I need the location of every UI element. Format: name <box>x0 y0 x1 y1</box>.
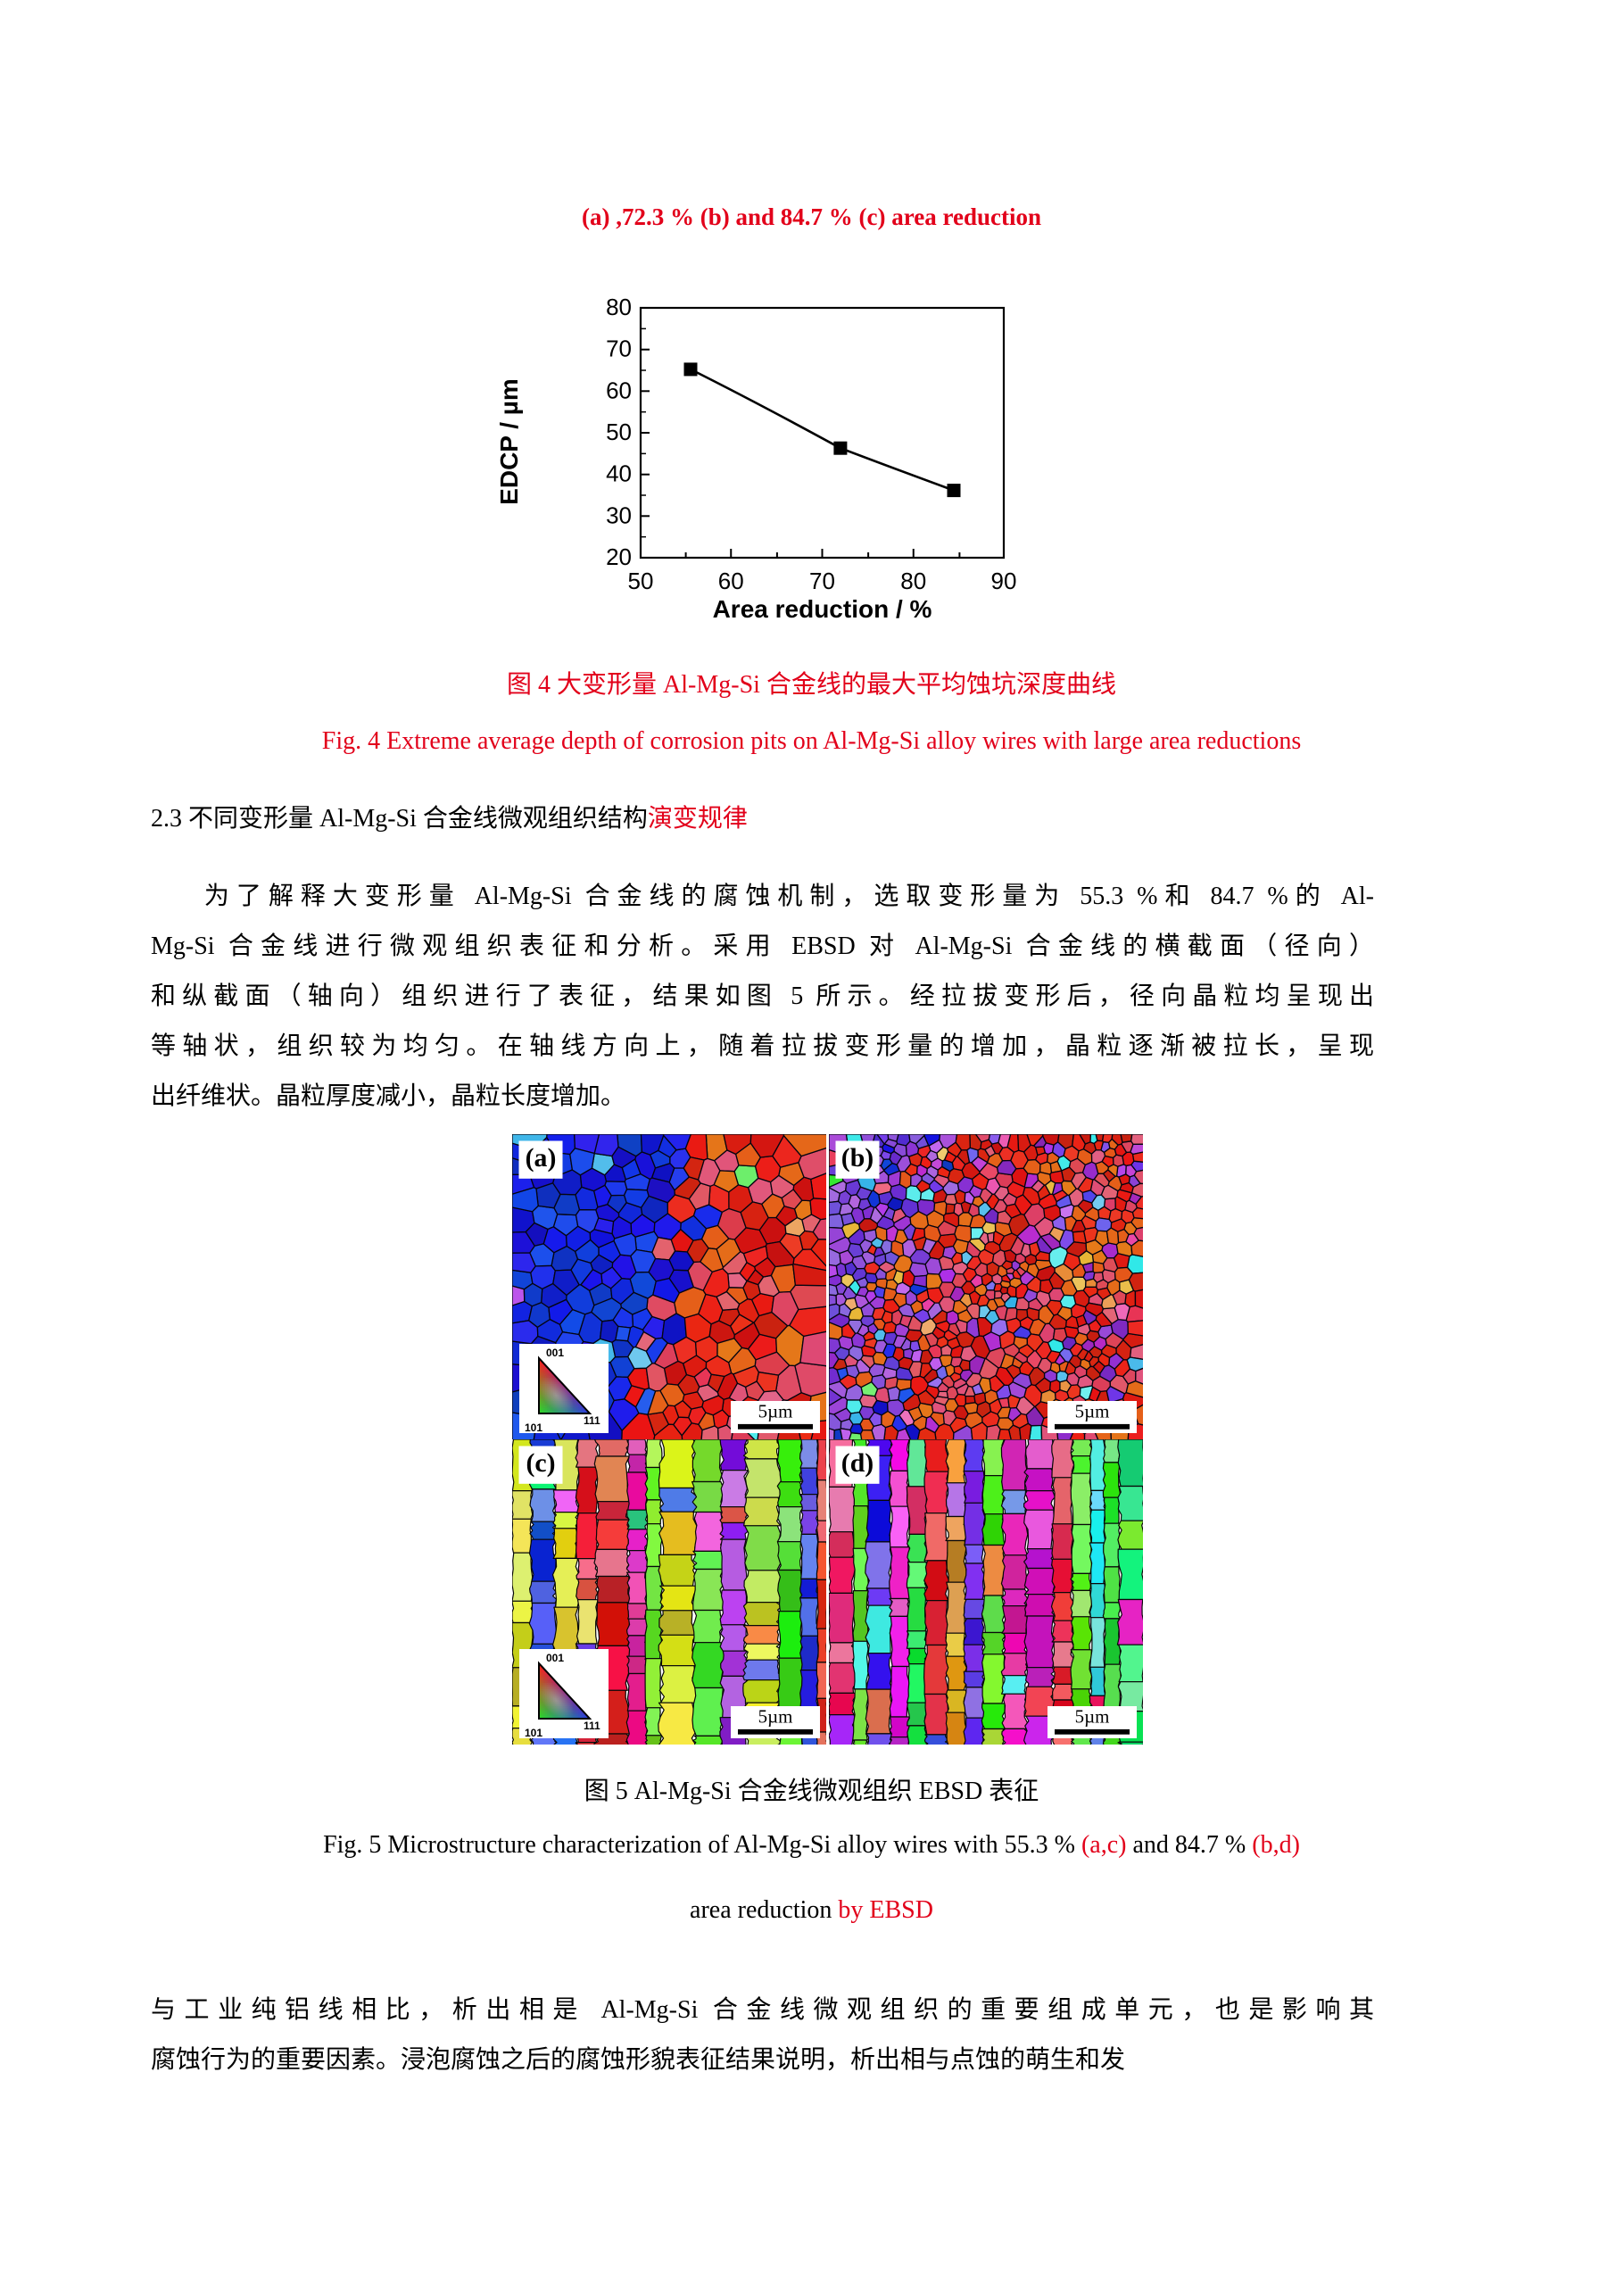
svg-text:5µm: 5µm <box>758 1706 793 1728</box>
svg-text:(d): (d) <box>841 1448 874 1478</box>
svg-text:Area reduction / %: Area reduction / % <box>713 595 932 623</box>
svg-text:111: 111 <box>584 1414 600 1427</box>
svg-text:111: 111 <box>584 1720 600 1732</box>
svg-text:001: 001 <box>546 1652 564 1664</box>
svg-text:101: 101 <box>525 1422 542 1434</box>
svg-text:001: 001 <box>546 1347 564 1359</box>
svg-text:(a): (a) <box>526 1143 557 1173</box>
svg-text:(b): (b) <box>841 1143 874 1173</box>
svg-text:40: 40 <box>606 460 632 487</box>
svg-text:EDCP / µm: EDCP / µm <box>495 378 523 505</box>
svg-text:80: 80 <box>900 568 926 594</box>
svg-text:(c): (c) <box>526 1448 555 1478</box>
svg-text:20: 20 <box>606 543 632 570</box>
svg-text:30: 30 <box>606 501 632 528</box>
svg-text:70: 70 <box>809 568 835 594</box>
svg-text:60: 60 <box>718 568 744 594</box>
svg-text:50: 50 <box>628 568 654 594</box>
svg-text:90: 90 <box>991 568 1017 594</box>
svg-text:5µm: 5µm <box>1075 1706 1110 1728</box>
svg-text:80: 80 <box>606 294 632 320</box>
svg-text:5µm: 5µm <box>758 1401 793 1422</box>
svg-text:5µm: 5µm <box>1075 1401 1110 1422</box>
svg-text:60: 60 <box>606 377 632 403</box>
svg-text:50: 50 <box>606 419 632 445</box>
svg-text:101: 101 <box>525 1727 542 1739</box>
svg-text:70: 70 <box>606 336 632 362</box>
